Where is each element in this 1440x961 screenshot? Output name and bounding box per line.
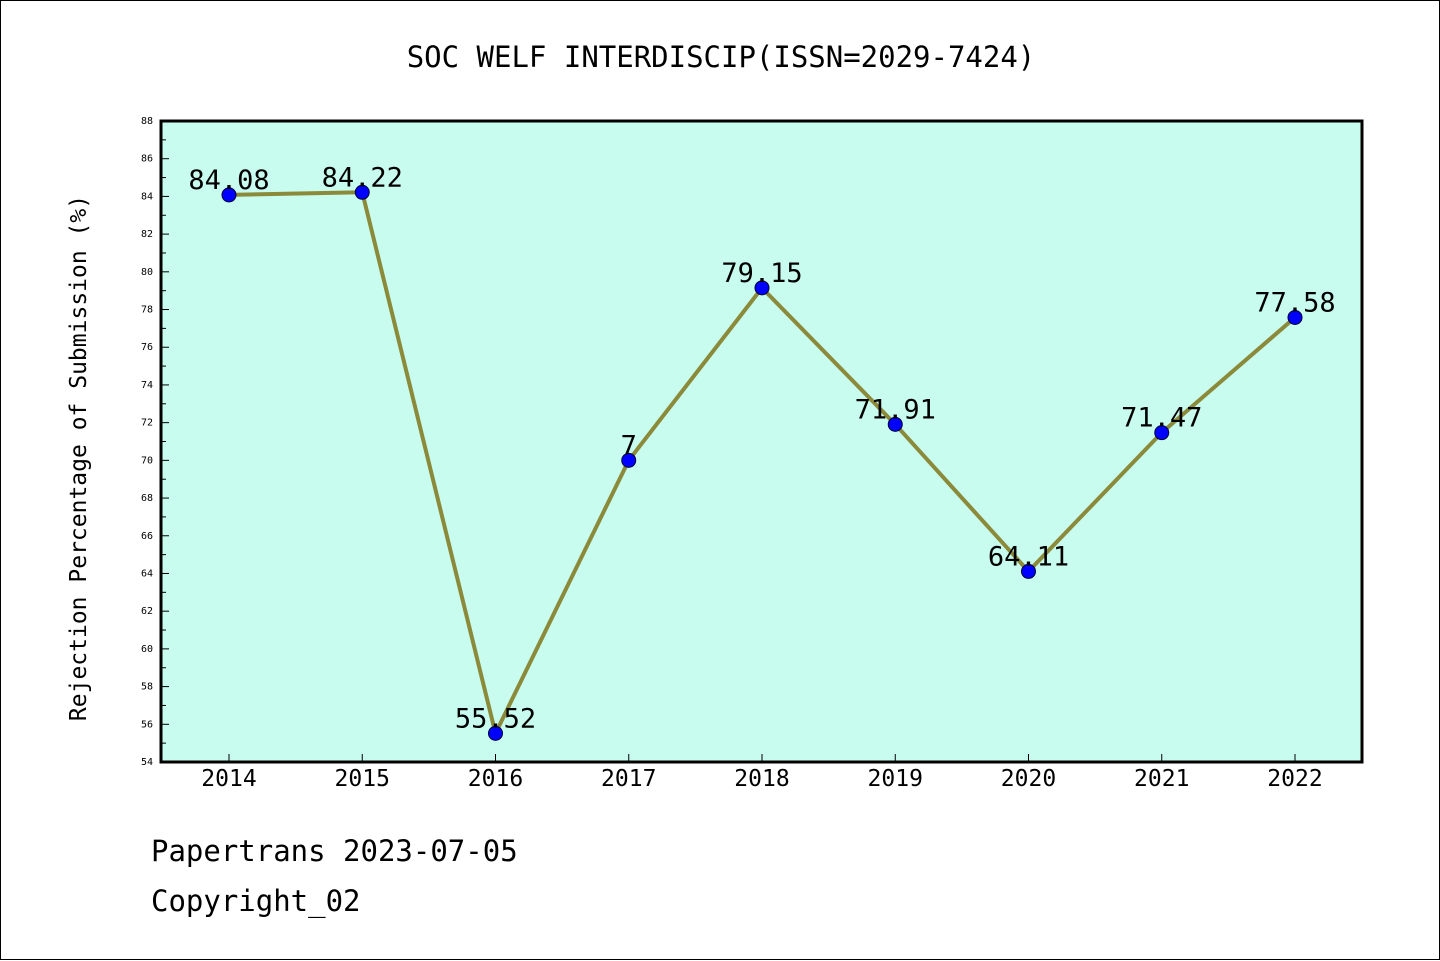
data-label: 71.47 bbox=[1121, 403, 1202, 434]
y-tick-label: 54 bbox=[141, 757, 153, 768]
y-tick-label: 84 bbox=[141, 191, 153, 202]
data-point bbox=[887, 416, 903, 432]
y-tick-label: 86 bbox=[141, 154, 153, 165]
data-point bbox=[754, 280, 770, 296]
y-tick-label: 80 bbox=[141, 267, 153, 278]
x-tick-label: 2022 bbox=[1267, 766, 1322, 792]
y-tick-label: 72 bbox=[141, 418, 153, 429]
y-tick-label: 82 bbox=[141, 229, 153, 240]
y-axis-label: Rejection Percentage of Submission (%) bbox=[66, 195, 92, 721]
x-tick-label: 2016 bbox=[468, 766, 523, 792]
data-label: 64.11 bbox=[988, 541, 1069, 572]
data-point bbox=[1154, 425, 1170, 441]
y-tick-label: 62 bbox=[141, 606, 153, 617]
data-point bbox=[621, 452, 637, 468]
x-tick-label: 2020 bbox=[1001, 766, 1056, 792]
y-tick-label: 76 bbox=[141, 342, 153, 353]
data-point bbox=[1287, 309, 1303, 325]
y-tick-label: 78 bbox=[141, 305, 153, 316]
y-tick-label: 70 bbox=[141, 455, 153, 466]
data-label: 84.08 bbox=[188, 165, 269, 196]
x-axis-ticks: 2014 2015 2016 2017 2018 2019 2020 2021 2022 bbox=[201, 754, 1323, 792]
y-tick-label: 88 bbox=[141, 116, 153, 127]
y-tick-label: 74 bbox=[141, 380, 153, 391]
y-tick-label: 66 bbox=[141, 531, 153, 542]
copyright-note: Copyright_02 bbox=[151, 884, 361, 918]
data-label: 71.91 bbox=[855, 394, 936, 425]
data-label: 84.22 bbox=[322, 162, 403, 193]
x-tick-label: 2019 bbox=[868, 766, 923, 792]
chart-title: SOC WELF INTERDISCIP(ISSN=2029-7424) bbox=[407, 40, 1036, 74]
x-tick-label: 2014 bbox=[201, 766, 256, 792]
data-point bbox=[354, 184, 370, 200]
y-axis-ticks: 54 56 58 60 62 64 66 68 70 72 74 76 78 80 82 84 86 88 bbox=[141, 116, 169, 768]
y-tick-label: 56 bbox=[141, 719, 153, 730]
y-tick-label: 68 bbox=[141, 493, 153, 504]
x-tick-label: 2018 bbox=[734, 766, 789, 792]
source-note: Papertrans 2023-07-05 bbox=[151, 834, 518, 868]
data-label: 77.58 bbox=[1254, 287, 1335, 318]
x-tick-label: 2021 bbox=[1134, 766, 1189, 792]
y-tick-label: 58 bbox=[141, 682, 153, 693]
data-label: 79.15 bbox=[721, 258, 802, 289]
data-point bbox=[221, 187, 237, 203]
plot-area bbox=[159, 119, 1364, 764]
y-tick-label: 60 bbox=[141, 644, 153, 655]
data-point bbox=[1021, 563, 1036, 579]
x-tick-label: 2015 bbox=[335, 766, 390, 792]
data-label: 7 bbox=[621, 430, 637, 461]
y-tick-label: 64 bbox=[141, 568, 153, 579]
data-point bbox=[488, 725, 503, 741]
series-group: 84.08 84.22 55.52 7 79.15 71.91 64.11 71.47 77.5… bbox=[188, 162, 1336, 741]
x-tick-label: 2017 bbox=[601, 766, 656, 792]
data-label: 55.52 bbox=[455, 703, 536, 734]
